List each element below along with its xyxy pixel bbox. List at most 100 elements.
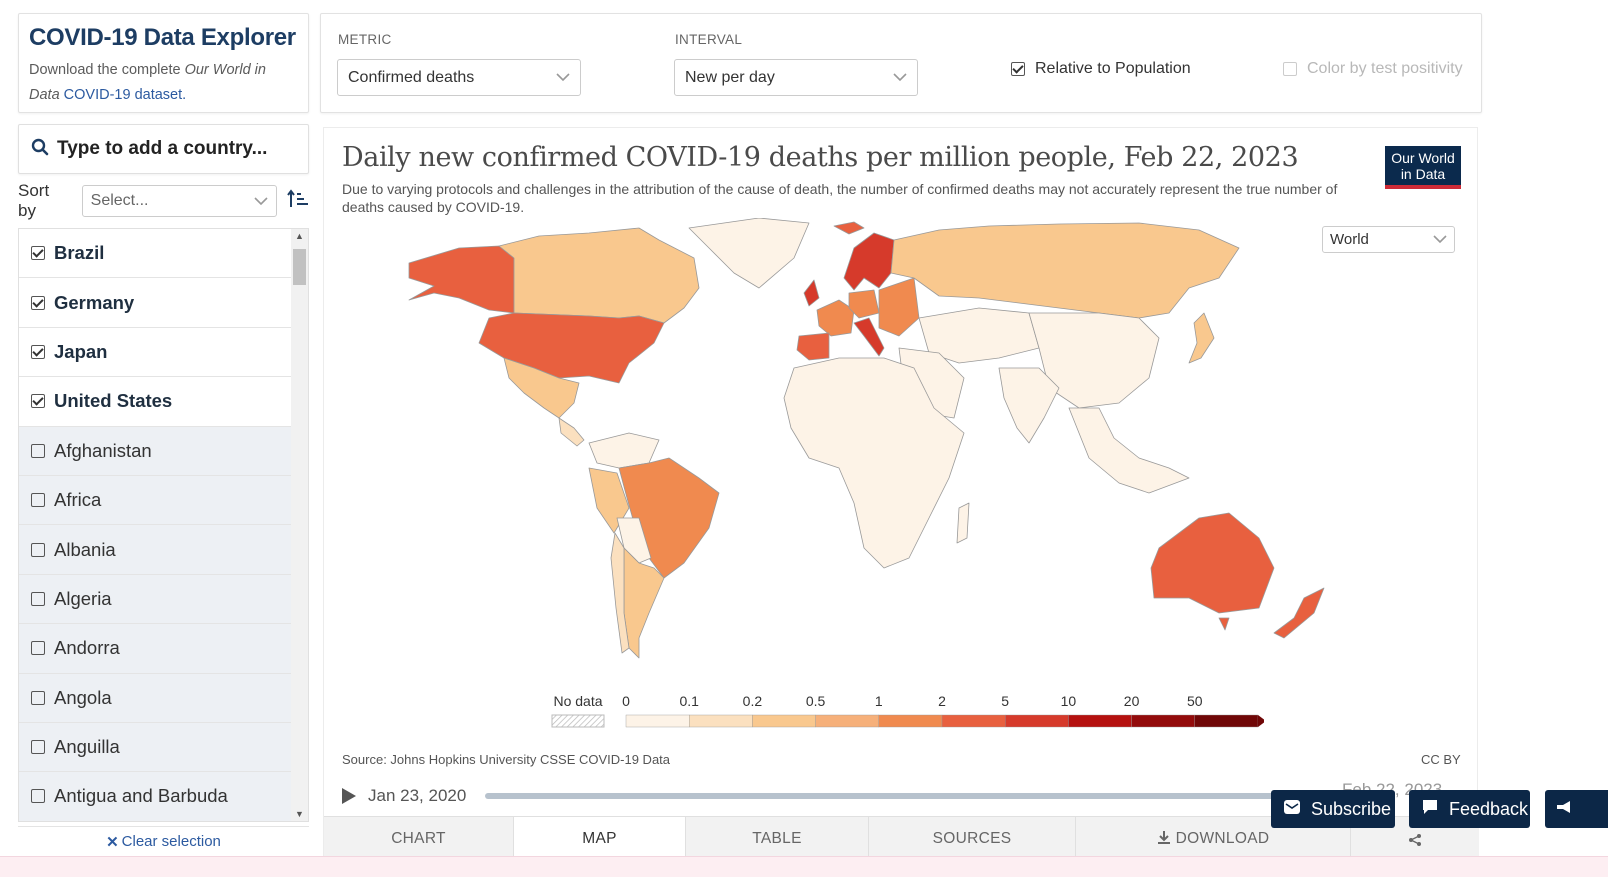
legend-open-end-arrow [1258,715,1264,727]
country-name: Angola [54,686,112,708]
map-region-africa [783,357,965,569]
country-item[interactable]: United States [19,377,292,427]
legend-bin[interactable] [1005,714,1069,728]
scrollbar-thumb[interactable] [293,249,306,285]
interval-label: INTERVAL [675,32,743,47]
chevron-down-icon [893,73,907,82]
legend-bin[interactable] [1194,714,1259,728]
relative-to-population-checkbox[interactable]: Relative to Population [1011,60,1191,78]
map-region-eastern-europe [878,277,920,337]
owid-logo[interactable]: Our World in Data [1385,146,1461,189]
play-icon[interactable] [342,788,356,804]
checkbox-unchecked-icon[interactable] [31,740,45,755]
country-item[interactable]: Anguilla [19,722,292,773]
map-region-united-states [478,312,665,384]
country-item[interactable]: Algeria [19,574,292,625]
region-select[interactable]: World [1322,226,1455,253]
map-region-spain [796,332,830,361]
checkbox-unchecked-icon[interactable] [31,789,45,804]
map-region-scandinavia [843,232,895,291]
scroll-down-icon[interactable]: ▼ [295,809,304,819]
legend-bin[interactable] [1131,714,1195,728]
scroll-up-icon[interactable]: ▲ [295,231,304,241]
chevron-down-icon [254,196,268,205]
map-region-china [1028,312,1160,409]
map-region-iceland [833,221,865,235]
country-name: Brazil [54,242,105,264]
chevron-down-icon [1433,235,1447,244]
checkbox-checked-icon[interactable] [31,394,45,409]
chart-title: Daily new confirmed COVID-19 deaths per … [342,142,1299,173]
legend-tick-label: 0.1 [679,693,699,709]
checkbox-unchecked-icon[interactable] [31,690,45,705]
chart-subtitle: Due to varying protocols and challenges … [342,181,1338,215]
map-region-france [816,299,855,337]
map-region-australia [1150,512,1275,614]
page-subtitle: Download the complete Our World in Data … [29,62,266,103]
color-by-test-positivity-checkbox[interactable]: Color by test positivity [1283,60,1463,78]
checkbox-unchecked-icon [1283,62,1297,76]
clear-selection-button[interactable]: ✕ Clear selection [18,826,309,856]
legend-no-data-label: No data [553,693,602,709]
map-region-southeast-asia [1068,407,1190,494]
country-list: Brazil Germany Japan United States Afghanist… [18,228,309,822]
country-item[interactable]: Germany [19,278,292,328]
legend-tick-label: 0 [622,693,630,709]
checkbox-unchecked-icon[interactable] [31,591,45,606]
legend-bin[interactable] [688,714,753,728]
dataset-link[interactable]: COVID-19 dataset. [63,87,187,103]
checkbox-checked-icon[interactable] [31,344,45,359]
sort-label: Sort by [18,181,50,220]
legend-bin[interactable] [1068,714,1132,728]
country-item[interactable]: Africa [19,475,292,526]
country-item[interactable]: Afghanistan [19,426,292,476]
legend-bin[interactable] [878,714,943,728]
subscribe-button[interactable]: Subscribe [1271,790,1395,828]
legend-bin[interactable] [625,714,690,728]
more-actions-button[interactable] [1545,790,1608,828]
legend-bin[interactable] [815,714,880,728]
country-item[interactable]: Antigua and Barbuda [19,772,292,821]
feedback-button[interactable]: Feedback [1409,790,1530,828]
legend-bin[interactable] [941,714,1006,728]
country-item[interactable]: Brazil [19,229,292,279]
checkbox-checked-icon [1011,62,1025,76]
checkbox-checked-icon[interactable] [31,246,45,261]
map-region-chile [610,532,630,654]
country-list-scrollbar[interactable]: ▲ ▼ [291,229,308,821]
checkbox-unchecked-icon[interactable] [31,443,45,458]
sort-select[interactable]: Select... [81,185,277,217]
country-name: Andorra [54,637,120,659]
checkbox-checked-icon[interactable] [31,295,45,310]
legend-bin[interactable] [752,714,816,728]
metric-select[interactable]: Confirmed deaths [337,59,581,96]
country-search-input[interactable]: Type to add a country... [18,124,309,174]
license-link[interactable]: CC BY [1421,752,1461,767]
map-legend: No data 0 0.1 0.2 0.5 1 2 5 10 20 50 [551,693,1264,728]
world-map[interactable] [339,218,1369,678]
checkbox-unchecked-icon[interactable] [31,493,45,508]
page-title: COVID-19 Data Explorer [29,24,296,51]
timeline-slider[interactable] [485,793,1385,799]
sort-order-icon[interactable] [287,188,309,214]
chevron-down-icon [556,73,570,82]
interval-select[interactable]: New per day [674,59,918,96]
map-region-india [998,367,1060,444]
timeline-start-date: Jan 23, 2020 [368,786,467,805]
legend-tick-label: 2 [938,693,946,709]
country-name: Anguilla [54,736,120,758]
country-item[interactable]: Andorra [19,624,292,674]
country-item[interactable]: Albania [19,525,292,575]
chart-source[interactable]: Source: Johns Hopkins University CSSE CO… [342,752,671,767]
country-item[interactable]: Angola [19,673,292,723]
checkbox-unchecked-icon[interactable] [31,542,45,557]
share-icon [1408,833,1422,852]
close-icon: ✕ [106,833,119,851]
legend-tick-label: 20 [1124,693,1140,709]
country-item[interactable]: Japan [19,327,292,378]
mail-icon [1283,799,1301,820]
country-name: Algeria [54,587,112,609]
map-region-mexico [503,357,580,419]
checkbox-unchecked-icon[interactable] [31,641,45,656]
sort-row: Sort by Select... [18,181,309,220]
